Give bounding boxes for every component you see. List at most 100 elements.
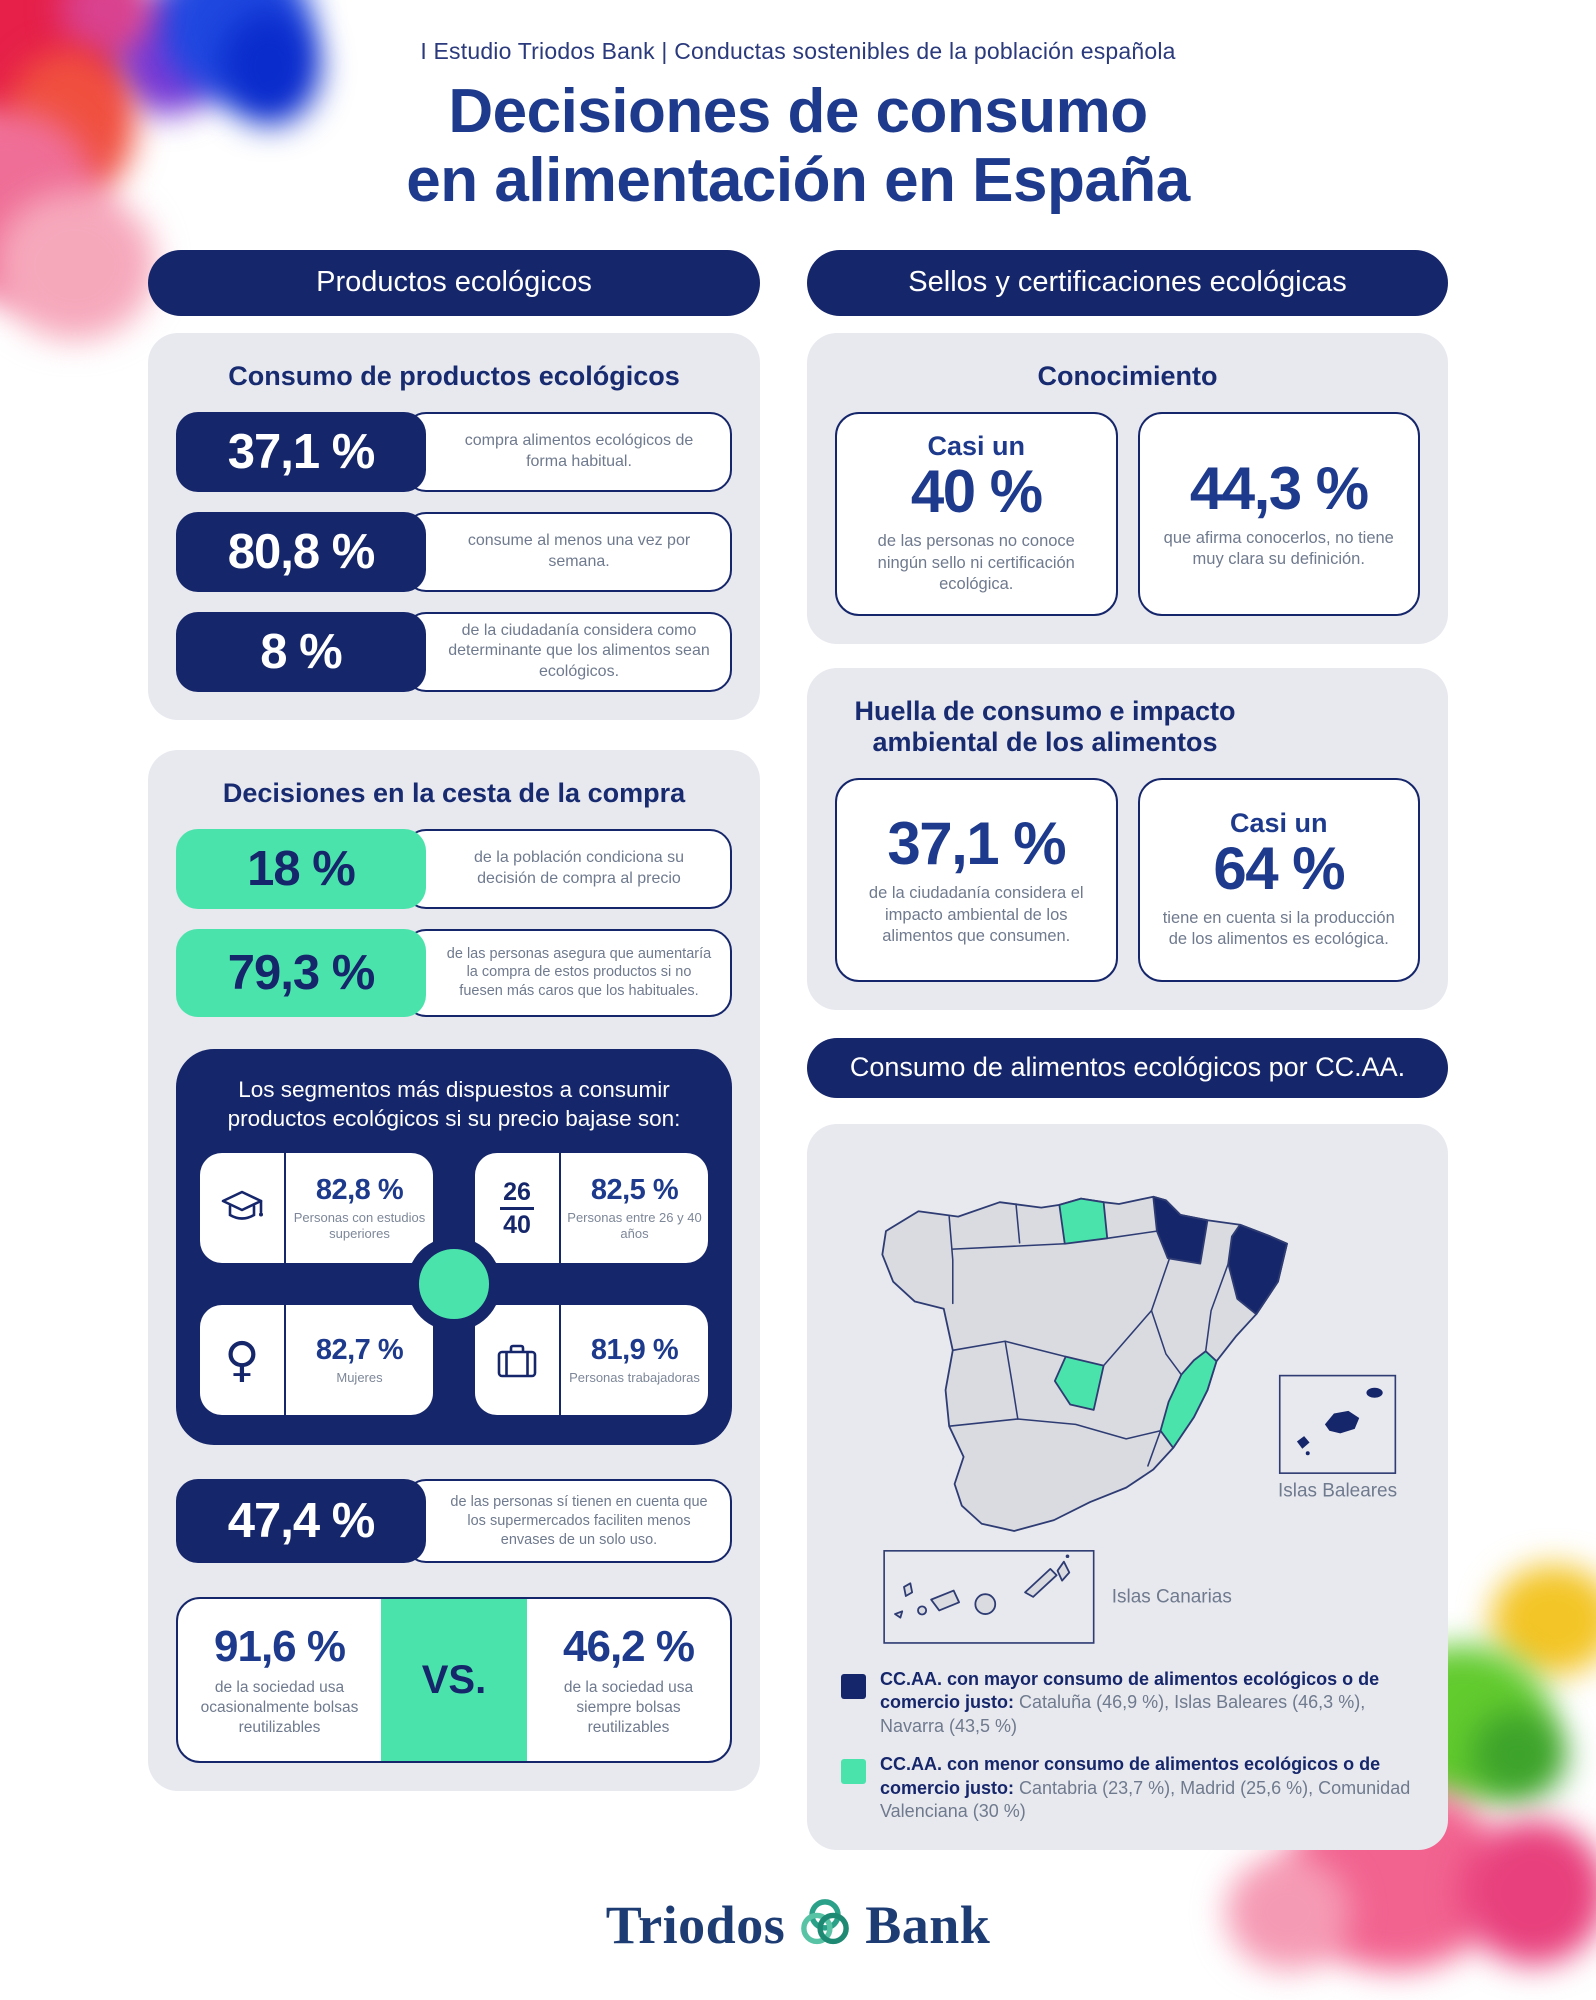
island-ibiza [1296,1435,1310,1449]
canarias-label: Islas Canarias [1111,1586,1231,1607]
section-pill-ccaa: Consumo de alimentos ecológicos por CC.A… [807,1037,1448,1098]
spain-map: Islas Baleares Islas Canarias [880,1195,1397,1644]
segments-grid: 82,8 % Personas con estudios superiores … [200,1153,708,1416]
stat-description: de las personas sí tienen en cuenta que … [404,1479,732,1564]
card-prefix: Casi un [927,431,1026,462]
brand-word-bank: Bank [865,1895,991,1956]
baleares-inset-box [1278,1374,1396,1474]
map-legend: CC.AA. con mayor consumo de alimentos ec… [829,1668,1426,1825]
legend-bold-text: CC.AA. con menor consumo de alimentos ec… [880,1753,1381,1798]
column-sellos-certificaciones: Sellos y certificaciones ecológicas Cono… [807,249,1448,1851]
card-value: 44,3 % [1189,455,1369,523]
stat-description: consume al menos una vez por semana. [404,511,732,592]
teal-circle-decoration [407,1237,501,1332]
region-madrid [1053,1355,1105,1411]
stat-description: de la población condiciona su decisión d… [404,828,732,909]
segments-heading: Los segmentos más dispuestos a consumir … [227,1076,681,1132]
stat-description: de la ciudadanía considera como determin… [404,611,732,692]
panel-heading-consumo: Consumo de productos ecológicos [228,360,680,391]
segment-value: 82,7 % [315,1334,404,1367]
card-value: 64 % [1213,835,1345,903]
island-gomera [916,1605,927,1616]
card-impacto-ambiental: 37,1 % de la ciudadanía considera el imp… [835,777,1118,982]
island-gran-canaria [973,1593,996,1615]
legend-row-mayor-consumo: CC.AA. con mayor consumo de alimentos ec… [841,1668,1414,1739]
age-bottom: 40 [503,1210,531,1239]
panel-map-ccaa: Islas Baleares Islas Canarias [807,1123,1448,1851]
legend-rest-text: Cataluña (46,9 %), Islas Baleares (46,3 … [880,1692,1366,1737]
column-productos-ecologicos: Productos ecológicos Consumo de producto… [148,249,760,1792]
segment-value: 82,5 % [590,1174,679,1207]
versus-left-text: de la sociedad usa ocasionalmente bolsas… [200,1679,359,1737]
island-fuerteventura [1023,1567,1058,1598]
page-title-line2: en alimentación en España [406,146,1190,216]
panel-consumo-productos: Consumo de productos ecológicos 37,1 % c… [148,332,760,720]
segment-label: Personas con estudios superiores [293,1210,426,1242]
legend-swatch-teal [841,1758,866,1784]
segment-card-mujeres: ♀ 82,7 % Mujeres [200,1305,433,1416]
segment-value: 81,9 % [590,1334,679,1367]
panel-huella-consumo: Huella de consumo e impacto ambiental de… [807,667,1448,1010]
versus-right: 46,2 % de la sociedad usa siempre bolsas… [527,1599,730,1761]
panel-cesta-compra: Decisiones en la cesta de la compra 18 %… [148,749,760,1792]
region-cantabria [1057,1197,1108,1245]
stat-row-envases: 47,4 % de las personas sí tienen en cuen… [176,1479,732,1564]
segments-panel: Los segmentos más dispuestos a consumir … [176,1048,732,1446]
header: I Estudio Triodos Bank | Conductas soste… [0,0,1596,216]
stat-row-compra-habitual: 37,1 % compra alimentos ecológicos de fo… [176,411,732,492]
segment-card-edad: 26 40 82,5 % Personas entre 26 y 40 años [475,1153,708,1264]
baleares-label: Islas Baleares [1278,1481,1397,1502]
stat-value: 8 % [176,611,426,692]
stat-description: compra alimentos ecológicos de forma hab… [404,411,732,492]
stat-value: 47,4 % [176,1479,426,1564]
region-cataluna [1226,1223,1288,1315]
stat-value: 79,3 % [176,928,426,1017]
panel-heading-cesta: Decisiones en la cesta de la compra [222,777,686,808]
triodos-trefoil-icon [799,1897,851,1954]
card-value: 37,1 % [887,810,1066,878]
stat-description: de las personas asegura que aumentaría l… [404,928,732,1017]
versus-left: 91,6 % de la sociedad usa ocasionalmente… [178,1599,381,1761]
legend-row-menor-consumo: CC.AA. con menor consumo de alimentos ec… [841,1753,1414,1824]
segment-value: 82,8 % [315,1174,404,1207]
female-icon: ♀ [200,1305,286,1416]
versus-panel: 91,6 % de la sociedad usa ocasionalmente… [176,1597,732,1764]
stat-row-determinante: 8 % de la ciudadanía considera como dete… [176,611,732,692]
panel-heading-conocimiento: Conocimiento [1037,360,1218,391]
brand-word-triodos: Triodos [605,1895,786,1956]
card-value: 40 % [910,458,1043,526]
segment-label: Mujeres [336,1370,383,1386]
island-menorca [1365,1387,1383,1398]
page-title: Decisiones de consumo en alimentación en… [0,77,1596,216]
stat-row-aumentaria: 79,3 % de las personas asegura que aumen… [176,928,732,1017]
card-text: de la ciudadanía considera el impacto am… [868,884,1084,945]
legend-bold-text: CC.AA. con mayor consumo de alimentos ec… [880,1668,1380,1713]
section-pill-productos: Productos ecológicos [148,249,760,316]
versus-right-text: de la sociedad usa siempre bolsas reutil… [563,1679,694,1737]
versus-left-value: 91,6 % [214,1622,346,1672]
card-text: de las personas no conoce ningún sello n… [877,532,1075,594]
panel-conocimiento: Conocimiento Casi un 40 % de las persona… [807,332,1448,644]
study-kicker: I Estudio Triodos Bank | Conductas soste… [420,38,1176,64]
island-formentera [1305,1451,1310,1456]
card-produccion-ecologica: Casi un 64 % tiene en cuenta si la produ… [1137,777,1420,982]
segment-card-trabajadoras: 81,9 % Personas trabajadoras [475,1305,708,1416]
legend-swatch-navy [841,1673,866,1699]
canarias-inset-box [882,1549,1094,1644]
card-prefix: Casi un [1229,807,1328,838]
versus-label: VS. [381,1599,527,1762]
segment-label: Personas trabajadoras [569,1370,700,1386]
section-pill-sellos: Sellos y certificaciones ecológicas [807,249,1448,316]
versus-right-value: 46,2 % [563,1622,695,1672]
region-valencia [1159,1350,1217,1449]
segment-card-estudios: 82,8 % Personas con estudios superiores [200,1153,433,1264]
page-title-line1: Decisiones de consumo [448,77,1148,146]
island-palma [902,1582,913,1597]
island-lanzarote [1056,1560,1070,1582]
stat-value: 18 % [176,828,426,909]
footer-brand: Triodos Bank [0,1894,1596,1956]
segment-label: Personas entre 26 y 40 años [567,1210,702,1242]
card-text: que afirma conocerlos, no tiene muy clar… [1163,528,1394,569]
age-top: 26 [500,1178,534,1210]
island-graciosa [1065,1554,1069,1558]
